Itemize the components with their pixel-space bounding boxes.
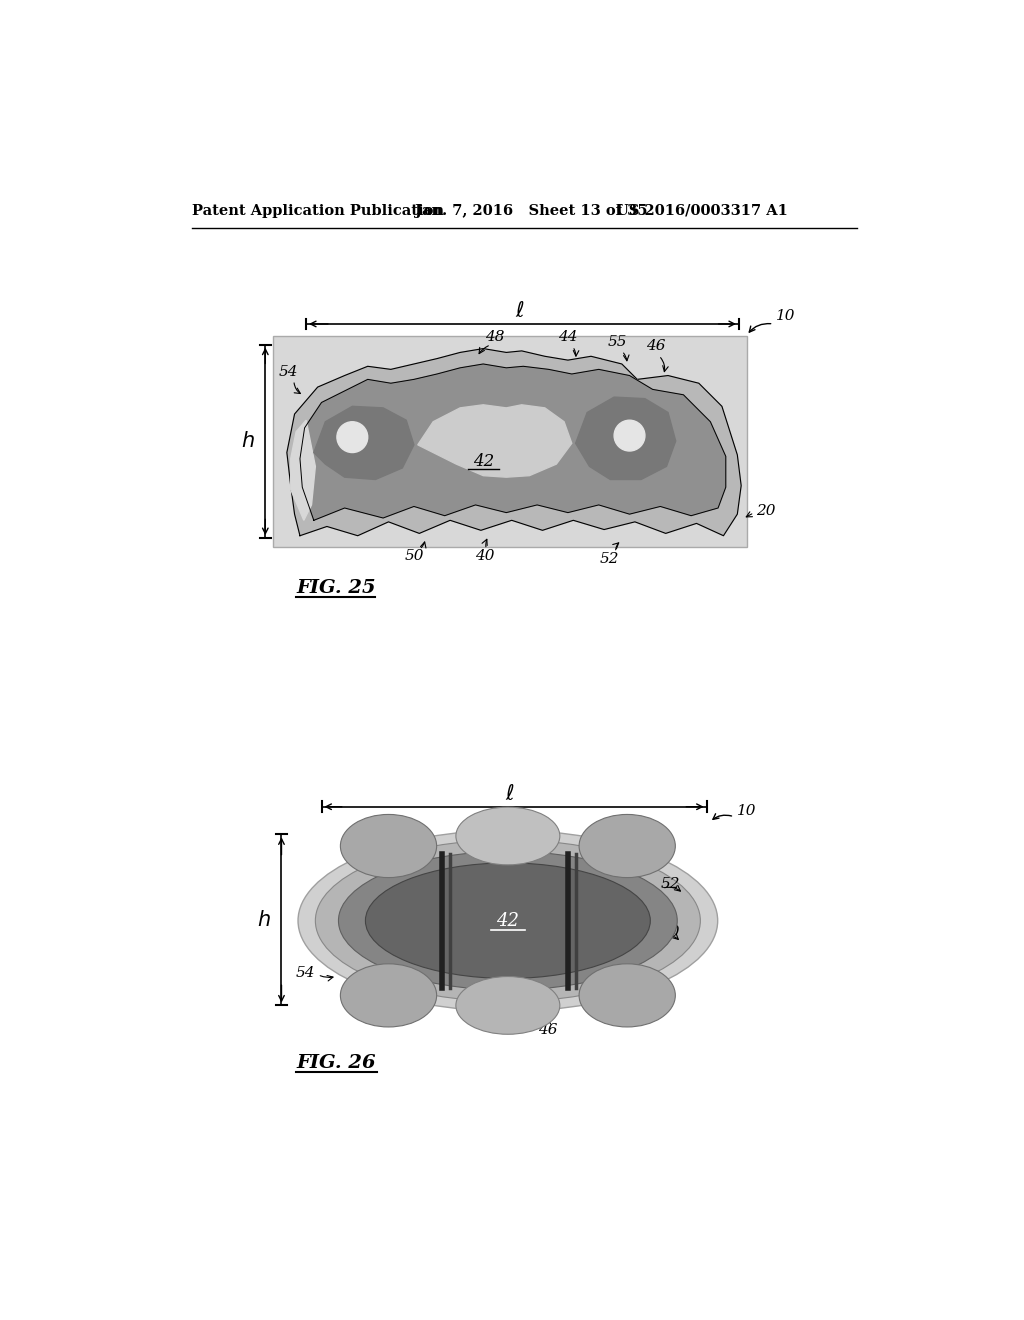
Text: 46: 46: [646, 339, 666, 354]
Text: 52: 52: [660, 876, 680, 891]
Text: FIG. 25: FIG. 25: [296, 579, 376, 597]
Text: 54: 54: [296, 966, 315, 979]
Text: $h$: $h$: [241, 432, 255, 451]
Text: 42: 42: [473, 453, 494, 470]
Text: $\ell$: $\ell$: [505, 784, 515, 804]
Ellipse shape: [366, 863, 650, 978]
Text: 54: 54: [279, 366, 298, 379]
Text: 48: 48: [485, 330, 505, 345]
Text: $h$: $h$: [257, 909, 270, 929]
Text: 55: 55: [502, 1019, 521, 1032]
Circle shape: [614, 420, 645, 451]
Text: 50: 50: [466, 1012, 485, 1026]
Text: $\ell$: $\ell$: [515, 301, 524, 321]
Text: 50: 50: [404, 549, 424, 562]
Text: 40: 40: [396, 1010, 416, 1023]
Text: Jan. 7, 2016   Sheet 13 of 35: Jan. 7, 2016 Sheet 13 of 35: [416, 203, 648, 218]
Text: FIG. 26: FIG. 26: [296, 1055, 376, 1072]
Text: 40: 40: [475, 549, 495, 562]
Ellipse shape: [340, 814, 436, 878]
Ellipse shape: [456, 977, 560, 1035]
Text: 44: 44: [558, 330, 578, 345]
Ellipse shape: [580, 814, 676, 878]
Text: 10: 10: [776, 309, 796, 323]
Text: 10: 10: [737, 804, 757, 818]
Ellipse shape: [298, 830, 718, 1011]
Text: 48: 48: [352, 834, 372, 847]
Text: Patent Application Publication: Patent Application Publication: [193, 203, 444, 218]
Ellipse shape: [315, 840, 700, 1002]
Polygon shape: [300, 364, 726, 520]
Text: 42: 42: [497, 912, 519, 929]
Polygon shape: [313, 407, 414, 479]
Polygon shape: [575, 397, 676, 479]
Ellipse shape: [580, 964, 676, 1027]
Polygon shape: [418, 405, 571, 478]
Text: 52: 52: [600, 552, 620, 566]
Text: 55: 55: [607, 335, 627, 348]
Circle shape: [337, 422, 368, 453]
Polygon shape: [291, 420, 315, 520]
Text: 46: 46: [539, 1023, 558, 1038]
Text: 20: 20: [756, 504, 775, 517]
Text: 20: 20: [660, 925, 680, 940]
Polygon shape: [287, 348, 741, 536]
Text: US 2016/0003317 A1: US 2016/0003317 A1: [615, 203, 787, 218]
Ellipse shape: [339, 851, 677, 990]
Text: 44: 44: [587, 834, 606, 847]
Ellipse shape: [456, 807, 560, 865]
Ellipse shape: [340, 964, 436, 1027]
Bar: [273, 335, 746, 548]
